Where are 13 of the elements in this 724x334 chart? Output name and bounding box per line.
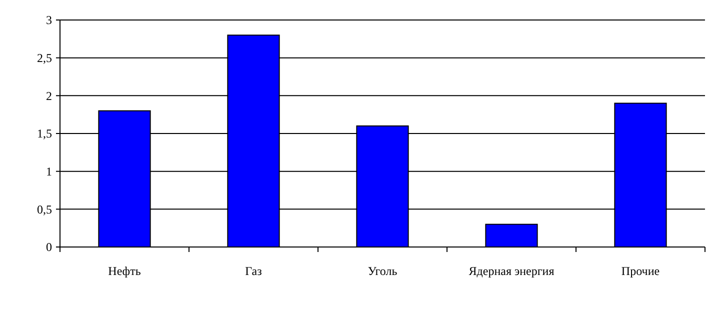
y-tick-label: 2: [46, 88, 52, 103]
y-tick-label: 0: [46, 240, 52, 254]
x-tick-label: Газ: [245, 264, 262, 278]
x-tick-label: Уголь: [368, 264, 398, 278]
x-tick-label: Нефть: [108, 264, 142, 278]
y-tick-label: 1,5: [37, 126, 52, 141]
x-tick-label: Прочие: [621, 264, 660, 278]
y-tick-label: 2,5: [37, 51, 52, 66]
y-tick-label: 0,5: [37, 202, 52, 216]
bar: [485, 224, 538, 248]
y-tick-label: 1: [46, 164, 52, 179]
x-tick-label: Ядерная энергия: [468, 264, 555, 278]
y-tick-label: 3: [46, 13, 52, 28]
